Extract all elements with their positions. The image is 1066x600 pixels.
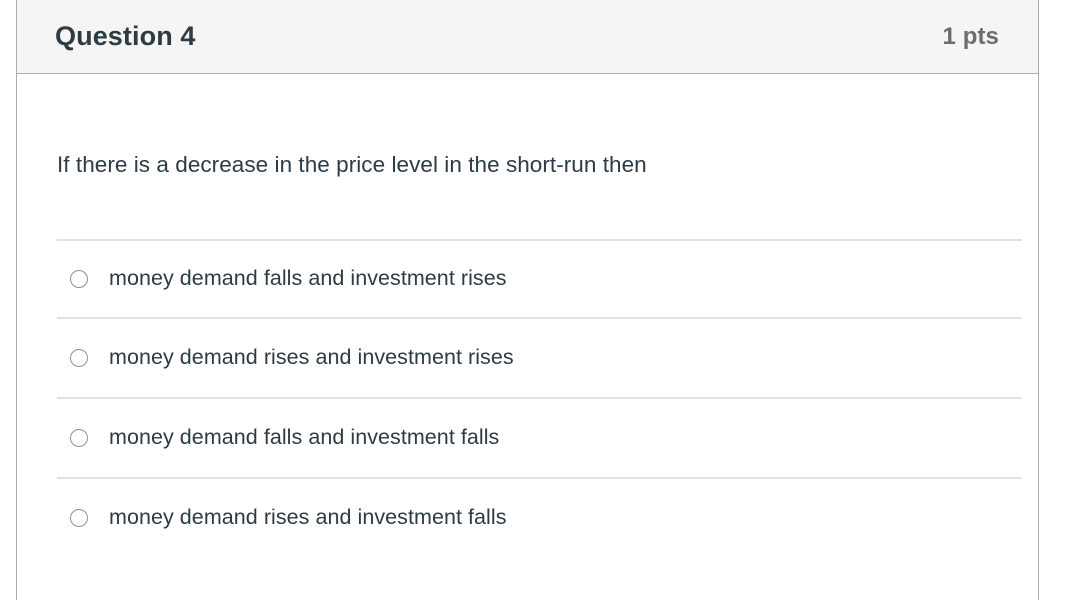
question-points-badge: 1 pts — [942, 22, 999, 50]
question-container: Question 4 1 pts If there is a decrease … — [16, 0, 1039, 600]
radio-unchecked-icon[interactable] — [70, 508, 88, 527]
question-header: Question 4 1 pts — [17, 0, 1038, 74]
answer-option-2[interactable]: money demand rises and investment rises — [57, 316, 1022, 397]
radio-unchecked-icon[interactable] — [70, 428, 88, 447]
question-body: If there is a decrease in the price leve… — [17, 74, 1038, 557]
answer-option-3[interactable]: money demand falls and investment falls — [57, 396, 1022, 477]
question-prompt-text: If there is a decrease in the price leve… — [57, 152, 647, 177]
answer-option-1[interactable]: money demand falls and investment rises — [57, 238, 1022, 317]
question-title: Question 4 — [55, 21, 196, 51]
answer-options-list: money demand falls and investment rises … — [57, 238, 1022, 557]
answer-option-label: money demand rises and investment falls — [109, 504, 507, 529]
answer-option-label: money demand falls and investment rises — [109, 265, 507, 290]
answer-option-label: money demand rises and investment rises — [109, 344, 514, 369]
answer-option-4[interactable]: money demand rises and investment falls — [57, 476, 1022, 557]
radio-unchecked-icon[interactable] — [70, 348, 88, 367]
radio-unchecked-icon[interactable] — [70, 269, 88, 288]
answer-option-label: money demand falls and investment falls — [109, 424, 500, 449]
